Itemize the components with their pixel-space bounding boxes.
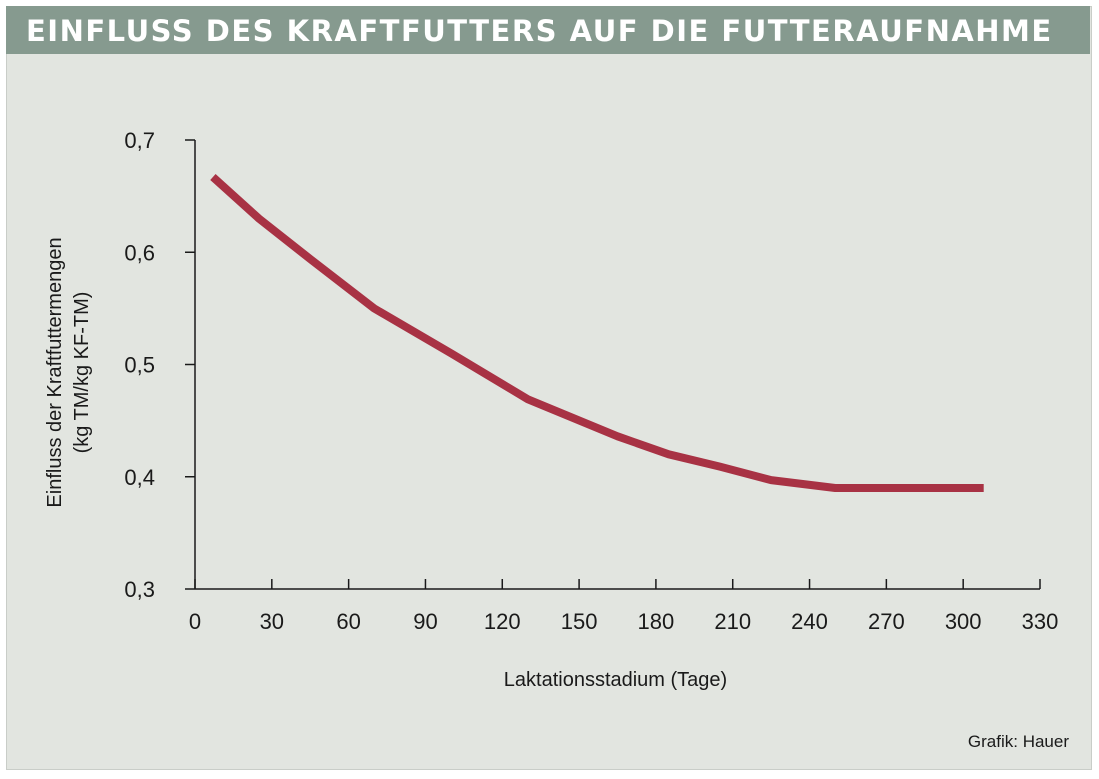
y-tick-label: 0,6 (124, 240, 155, 265)
x-axis-label: Laktationsstadium (Tage) (504, 669, 727, 691)
x-tick-label: 0 (189, 609, 201, 634)
x-tick-label: 120 (484, 609, 521, 634)
series-line (210, 174, 984, 492)
y-axis-label-line2: (kg TM/kg KF-TM) (71, 292, 93, 454)
y-tick-label: 0,5 (124, 353, 155, 378)
x-tick-label: 90 (413, 609, 437, 634)
x-tick-label: 210 (714, 609, 751, 634)
x-tick-label: 270 (868, 609, 905, 634)
x-tick-label: 180 (638, 609, 675, 634)
x-tick-label: 330 (1022, 609, 1059, 634)
x-tick-label: 240 (791, 609, 828, 634)
title-bar: EINFLUSS DES KRAFTFUTTERS AUF DIE FUTTER… (6, 6, 1090, 54)
x-ticks: 0 30 60 90 120 150 180 210 240 270 300 330 (189, 579, 1058, 634)
x-tick-label: 300 (945, 609, 982, 634)
x-tick-label: 60 (336, 609, 360, 634)
credit-text: Grafik: Hauer (967, 732, 1069, 751)
y-tick-label: 0,3 (124, 577, 155, 602)
chart-title: EINFLUSS DES KRAFTFUTTERS AUF DIE FUTTER… (26, 14, 1053, 48)
y-axis-label-line1: Einfluss der Kraftfuttermengen (44, 237, 66, 507)
chart-panel (6, 6, 1092, 770)
x-tick-label: 150 (561, 609, 598, 634)
x-tick-label: 30 (260, 609, 284, 634)
y-tick-label: 0,4 (124, 465, 155, 490)
y-axis-label: Einfluss der Kraftfuttermengen (kg TM/kg… (44, 237, 93, 507)
y-tick-label: 0,7 (124, 128, 155, 153)
y-ticks: 0,3 0,4 0,5 0,6 0,7 (124, 128, 195, 602)
